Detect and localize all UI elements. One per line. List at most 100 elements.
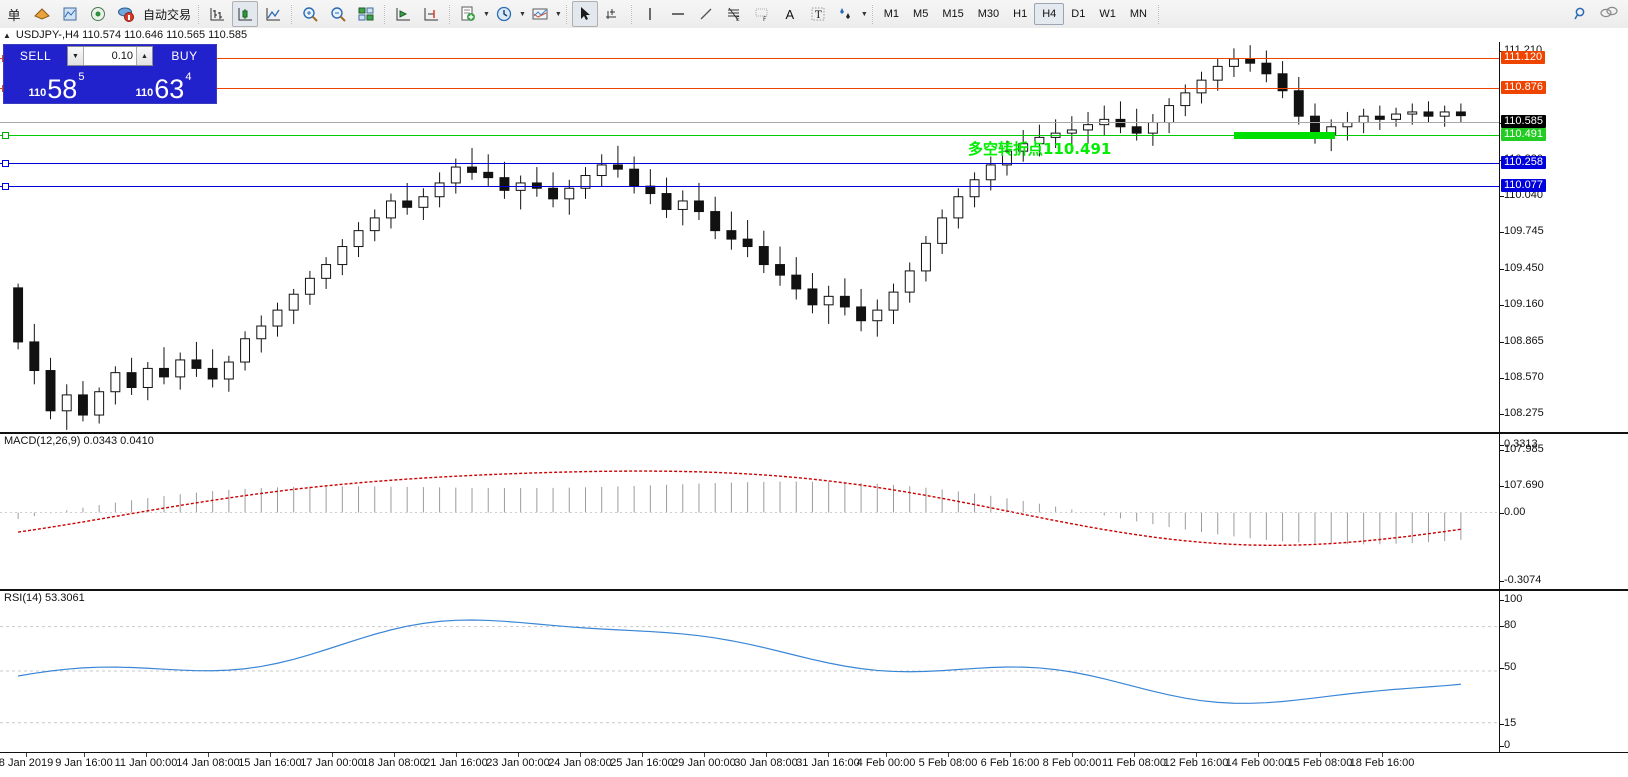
chevron-down-icon[interactable]: ▼ [518, 10, 526, 18]
candlestick-chart-icon[interactable] [232, 1, 259, 27]
green-highlight-rectangle[interactable] [1234, 132, 1335, 139]
fibonacci-icon[interactable]: E [721, 1, 747, 27]
time-tick [766, 753, 767, 757]
templates-icon[interactable] [527, 1, 553, 27]
hline-handle[interactable] [2, 160, 9, 167]
time-tick [948, 753, 949, 757]
equidistant-channel-icon[interactable]: F [749, 1, 775, 27]
timeframe-h4[interactable]: H4 [1034, 3, 1065, 25]
chart-shift-icon[interactable] [390, 1, 416, 27]
svg-text:F: F [763, 16, 767, 23]
new-order-icon[interactable]: 单 [7, 8, 21, 24]
hline-110258[interactable] [0, 163, 1499, 164]
macd-pane[interactable] [0, 434, 1499, 585]
chevron-down-icon[interactable]: ▼ [554, 10, 562, 18]
rsi-tick: 50 [1499, 661, 1517, 673]
zoom-out-icon[interactable] [325, 1, 351, 27]
text-label-icon[interactable]: A [785, 6, 795, 22]
hline-handle[interactable] [2, 132, 9, 139]
time-tick [1320, 753, 1321, 757]
volume-stepper[interactable]: ▼ 0.10 ▲ [67, 46, 153, 66]
price-tag[interactable]: 110.258 [1501, 156, 1546, 169]
time-label: 4 Feb 00:00 [856, 757, 916, 769]
timeframe-m1[interactable]: M1 [883, 8, 900, 20]
time-label: 9 Jan 16:00 [55, 757, 113, 769]
hline-110077[interactable] [0, 186, 1499, 187]
autotrading-icon[interactable] [113, 1, 139, 27]
sell-price-fraction: 5 [78, 71, 85, 83]
timeframe-m15[interactable]: M15 [942, 8, 964, 20]
chevron-down-icon[interactable]: ▼ [483, 10, 490, 18]
time-tick [270, 753, 271, 757]
horizontal-line-icon[interactable] [665, 1, 691, 27]
price-tag[interactable]: 111.120 [1501, 51, 1546, 64]
time-axis[interactable]: 8 Jan 2019 9 Jan 16:00 11 Jan 00:00 14 Jan … [0, 752, 1628, 777]
main-toolbar: 单 自动交易 [0, 0, 1628, 29]
price-tag[interactable]: 110.585 [1501, 115, 1546, 128]
time-label: 12 Feb 16:00 [1163, 757, 1229, 769]
price-tag[interactable]: 110.876 [1501, 81, 1546, 94]
indicators-icon[interactable] [455, 1, 481, 27]
price-tag[interactable]: 110.491 [1501, 128, 1546, 141]
price-scale[interactable]: 111.210110.635110.330110.040109.745109.4… [1499, 42, 1628, 752]
timeframe-d1[interactable]: D1 [1071, 8, 1086, 20]
price-pane[interactable]: 多空转折点110.491 [0, 42, 1499, 432]
time-label: 11 Feb 08:00 [1101, 757, 1167, 769]
rsi-pane[interactable] [0, 591, 1499, 751]
price-tag[interactable]: 110.077 [1501, 179, 1546, 192]
price-tick: 107.690 [1500, 479, 1544, 491]
buy-button[interactable]: BUY [171, 49, 198, 63]
chart-restore-icon[interactable]: ▲ [3, 30, 11, 40]
buy-price-main: 63 [154, 74, 185, 104]
time-label: 25 Jan 16:00 [610, 757, 674, 769]
hline-110876[interactable] [0, 88, 1499, 89]
trendline-icon[interactable] [693, 1, 719, 27]
hline-111120[interactable] [0, 58, 1499, 59]
search-icon[interactable] [1568, 1, 1594, 27]
time-tick [1072, 753, 1073, 757]
data-window-icon[interactable] [57, 1, 83, 27]
line-chart-icon[interactable] [260, 1, 286, 27]
bar-chart-icon[interactable] [204, 1, 230, 27]
volume-up-icon[interactable]: ▲ [136, 47, 152, 65]
volume-value[interactable]: 0.10 [111, 50, 133, 62]
zoom-in-icon[interactable] [297, 1, 323, 27]
auto-scroll-icon[interactable] [418, 1, 444, 27]
period-icon[interactable] [491, 1, 517, 27]
macd-label: MACD(12,26,9) 0.0343 0.0410 [4, 435, 154, 447]
time-tick [84, 753, 85, 757]
chevron-down-icon[interactable]: ▼ [860, 10, 868, 18]
crosshair-icon[interactable] [600, 1, 626, 27]
pointer-icon[interactable] [571, 1, 598, 27]
sell-price[interactable]: 110 58 5 [4, 67, 109, 103]
autotrading-label[interactable]: 自动交易 [143, 7, 192, 22]
one-click-trading-panel[interactable]: SELL ▼ 0.10 ▲ BUY 110 58 5 110 63 4 [3, 44, 217, 104]
timeframe-m30[interactable]: M30 [977, 8, 1000, 20]
timeframe-mn[interactable]: MN [1129, 8, 1147, 20]
time-label: 18 Jan 08:00 [362, 757, 426, 769]
expert-advisors-icon[interactable] [29, 1, 55, 27]
signals-icon[interactable] [85, 1, 111, 27]
time-label: 21 Jan 16:00 [424, 757, 488, 769]
hline-handle[interactable] [2, 183, 9, 190]
chat-icon[interactable] [1596, 1, 1622, 27]
chart-annotation-text[interactable]: 多空转折点110.491 [968, 140, 1112, 158]
buy-price[interactable]: 110 63 4 [111, 67, 216, 103]
timeframe-w1[interactable]: W1 [1099, 8, 1116, 20]
rsi-tick: 15 [1499, 717, 1517, 729]
toolbar-separator [291, 4, 293, 24]
volume-down-icon[interactable]: ▼ [68, 47, 84, 65]
vertical-line-icon[interactable] [637, 1, 663, 27]
timeframe-h1[interactable]: H1 [1013, 8, 1028, 20]
macd-series [0, 470, 1499, 547]
tile-windows-icon[interactable] [353, 1, 379, 27]
text-icon[interactable]: T [805, 1, 831, 27]
sell-button[interactable]: SELL [19, 49, 52, 63]
sell-price-main: 58 [47, 74, 78, 104]
chart-window[interactable]: ▲ USDJPY-,H4 110.574 110.646 110.565 110… [0, 28, 1628, 777]
trade-prices-row: 110 58 5 110 63 4 [4, 67, 216, 103]
hline-110491[interactable] [0, 135, 1499, 136]
time-tick [1258, 753, 1259, 757]
timeframe-m5[interactable]: M5 [913, 8, 929, 20]
shapes-icon[interactable] [833, 1, 859, 27]
